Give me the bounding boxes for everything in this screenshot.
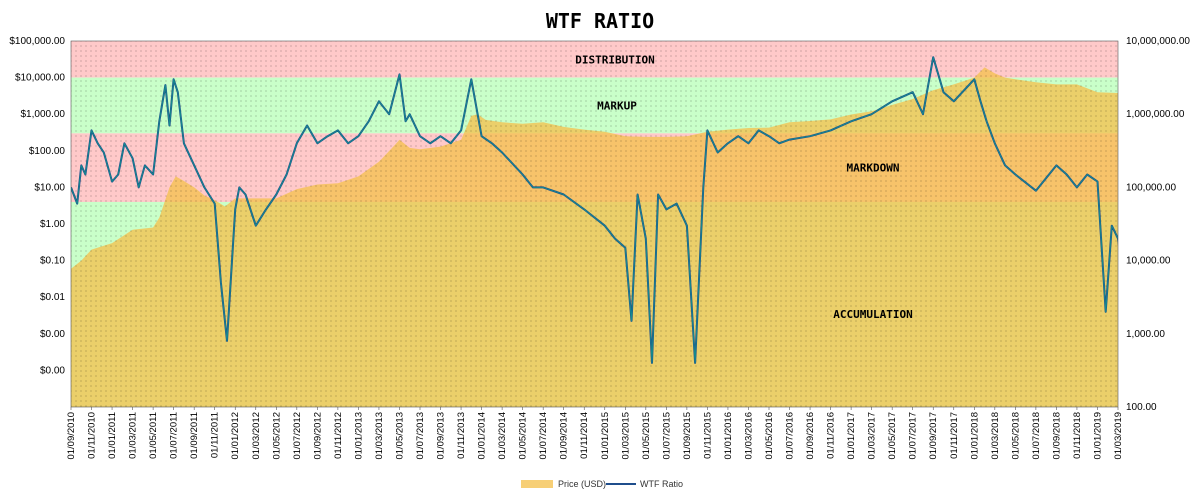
x-axis-tick-label: 01/03/2013 [374, 412, 385, 460]
x-axis-tick-label: 01/11/2010 [87, 412, 98, 459]
legend-ratio-label: WTF Ratio [640, 479, 683, 489]
x-axis-tick-label: 01/11/2014 [579, 412, 590, 459]
x-axis-tick-label: 01/03/2014 [497, 412, 508, 460]
left-axis-tick-label: $0.00 [40, 329, 65, 340]
x-axis-tick-label: 01/11/2016 [826, 412, 837, 459]
x-axis-tick-label: 01/05/2013 [394, 412, 405, 460]
x-axis-tick-label: 01/05/2012 [271, 412, 282, 460]
x-axis-tick-label: 01/11/2011 [210, 412, 221, 458]
x-axis-tick-label: 01/03/2012 [251, 412, 262, 460]
x-axis-tick-label: 01/07/2012 [292, 412, 303, 460]
right-axis-tick-label: 10,000.00 [1126, 256, 1171, 267]
x-axis-tick-label: 01/07/2014 [538, 412, 549, 460]
zone-label-accumulation: ACCUMULATION [833, 308, 912, 321]
x-axis-tick-label: 01/01/2011 [107, 412, 118, 459]
x-axis-tick-label: 01/09/2017 [928, 412, 939, 460]
left-axis-tick-label: $0.00 [40, 365, 65, 376]
x-axis-tick-label: 01/09/2013 [436, 412, 447, 460]
x-axis-tick-label: 01/05/2011 [148, 412, 159, 459]
x-axis-tick-label: 01/09/2010 [66, 412, 77, 460]
right-axis-tick-label: 100,000.00 [1126, 182, 1176, 193]
right-axis-tick-label: 100.00 [1126, 402, 1157, 413]
x-axis-tick-label: 01/05/2015 [641, 412, 652, 460]
x-axis-tick-label: 01/03/2011 [128, 412, 139, 459]
x-axis-tick-label: 01/09/2015 [682, 412, 693, 460]
dot-pattern [71, 41, 1118, 407]
x-axis-tick-label: 01/11/2018 [1072, 412, 1083, 459]
zone-label-distribution: DISTRIBUTION [575, 53, 654, 66]
chart-title: WTF RATIO [546, 9, 654, 33]
x-axis-tick-label: 01/03/2016 [743, 412, 754, 460]
x-axis-tick-label: 01/05/2018 [1010, 412, 1021, 460]
left-axis-tick-label: $10,000.00 [15, 73, 65, 84]
left-axis-tick-label: $10.00 [34, 182, 65, 193]
x-axis-tick-label: 01/07/2017 [908, 412, 919, 460]
x-axis-tick-label: 01/09/2014 [559, 412, 570, 460]
plot-frame [70, 40, 1119, 408]
x-axis-tick-label: 01/07/2013 [415, 412, 426, 460]
plot-texture [71, 41, 1118, 407]
x-axis-tick-label: 01/09/2012 [312, 412, 323, 460]
x-axis-tick-label: 01/01/2016 [723, 412, 734, 460]
x-axis-tick-label: 01/01/2013 [353, 412, 364, 460]
x-axis-tick-label: 01/05/2014 [518, 412, 529, 460]
left-axis-tick-label: $100.00 [29, 146, 66, 157]
x-axis-tick-label: 01/07/2016 [785, 412, 796, 460]
left-axis-tick-label: $1,000.00 [21, 109, 66, 120]
x-axis-tick-label: 01/01/2017 [846, 412, 857, 460]
x-axis-tick-label: 01/11/2017 [949, 412, 960, 459]
x-axis-tick-label: 01/11/2013 [456, 412, 467, 459]
x-axis-tick-label: 01/03/2015 [620, 412, 631, 460]
x-axis-tick-label: 01/05/2016 [764, 412, 775, 460]
x-axis-tick-label: 01/01/2019 [1092, 412, 1103, 460]
x-axis-tick-label: 01/11/2015 [702, 412, 713, 459]
zone-label-markdown: MARKDOWN [847, 162, 900, 175]
legend-price-swatch [521, 480, 553, 488]
x-axis-tick-label: 01/03/2018 [990, 412, 1001, 460]
x-axis-tick-label: 01/09/2011 [189, 412, 200, 459]
wtf-ratio-line-highlight [71, 56, 1118, 364]
x-axis-tick-label: 01/01/2014 [477, 412, 488, 460]
axes: $100,000.00 $10,000.00 $1,000.00 $100.00 $10… [9, 36, 1190, 460]
x-axis-tick-label: 01/07/2018 [1031, 412, 1042, 460]
right-axis-tick-label: 10,000,000.00 [1126, 36, 1190, 47]
x-axis-tick-label: 01/09/2018 [1051, 412, 1062, 460]
x-axis-tick-label: 01/11/2012 [333, 412, 344, 459]
legend-price-label: Price (USD) [558, 479, 606, 489]
left-axis-tick-label: $100,000.00 [9, 36, 65, 47]
x-axis-tick-label: 01/01/2015 [600, 412, 611, 460]
left-axis-tick-label: $1.00 [40, 219, 65, 230]
legend: Price (USD) WTF Ratio [521, 479, 683, 489]
right-axis-tick-label: 1,000,000.00 [1126, 109, 1185, 120]
zone-label-markup: MARKUP [597, 99, 637, 112]
x-axis-tick-label: 01/05/2017 [887, 412, 898, 460]
left-axis-tick-label: $0.10 [40, 256, 65, 267]
left-axis-tick-label: $0.01 [40, 292, 65, 303]
zone-labels: DISTRIBUTION MARKUP MARKDOWN ACCUMULATION [575, 53, 912, 321]
x-axis-tick-label: 01/07/2015 [661, 412, 672, 460]
x-axis-tick-label: 01/01/2018 [969, 412, 980, 460]
x-axis-tick-label: 01/09/2016 [805, 412, 816, 460]
x-axis-tick-label: 01/01/2012 [230, 412, 241, 460]
x-axis-tick-label: 01/03/2019 [1113, 412, 1124, 460]
x-axis-tick-label: 01/07/2011 [169, 412, 180, 459]
right-axis-tick-label: 1,000.00 [1126, 329, 1165, 340]
wtf-ratio-line [71, 56, 1118, 364]
x-axis-tick-label: 01/03/2017 [867, 412, 878, 460]
